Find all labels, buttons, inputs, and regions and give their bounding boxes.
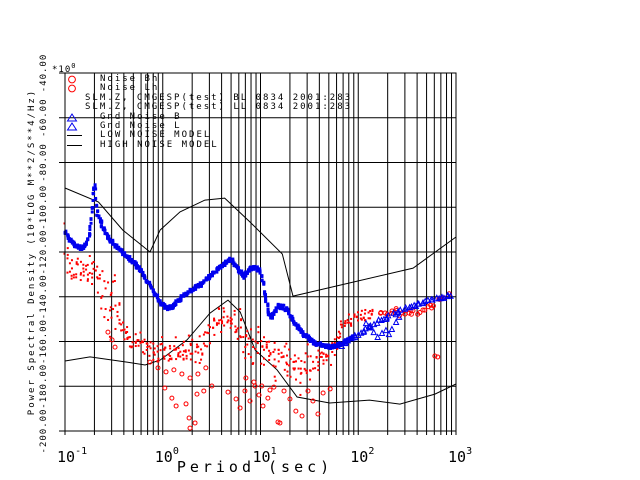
legend-label: LOW NOISE MODEL: [100, 130, 212, 141]
svg-text:-40.00: -40.00: [39, 54, 49, 93]
x-axis-title: Period (sec): [177, 458, 333, 476]
blue-triangle-marker-icon: [66, 122, 82, 131]
legend-label: SLM.Z, CMGESP(test) LL 0834 2001:283: [85, 102, 353, 113]
axis-ticks: [59, 72, 65, 432]
legend-label: SLM.Z, CMGESP(test) BL 0834 2001:283: [85, 92, 353, 103]
blue-triangle-marker-icon: [66, 112, 82, 122]
series-gnd-noise-l: [338, 291, 454, 350]
legend-label: Gnd Noise L: [100, 120, 182, 131]
legend-label: Noise Bh: [100, 74, 160, 84]
red-circle-marker-icon: [66, 75, 82, 84]
svg-text:100: 100: [155, 446, 179, 466]
svg-text:101: 101: [253, 446, 277, 466]
grid-lines: [64, 73, 457, 435]
x-tick-labels: 10-1 100 101 102 103: [57, 446, 472, 466]
svg-text:-140.00: -140.00: [39, 274, 49, 319]
svg-text:-160.00: -160.00: [39, 319, 49, 364]
legend-label: Noise Lh: [100, 83, 160, 94]
svg-text:-120.00: -120.00: [39, 230, 49, 275]
y-tick-labels: -40.00-60.00-80.00-100.00-120.00-140.00-…: [39, 54, 49, 454]
svg-text:-80.00: -80.00: [39, 143, 49, 182]
scatter-series: [63, 183, 454, 431]
svg-text:-200.00: -200.00: [39, 409, 49, 454]
black-line-marker-icon: [66, 141, 82, 150]
legend-label: Gnd Noise B: [100, 111, 182, 122]
svg-text:-100.00: -100.00: [39, 185, 49, 230]
svg-text:-60.00: -60.00: [39, 98, 49, 137]
y-axis-title: Power Spectral Density (10*LOG M**2/S**4…: [27, 89, 37, 415]
legend-label: HIGH NOISE MODEL: [100, 139, 219, 150]
black-line-marker-icon: [66, 131, 82, 140]
svg-text:10-1: 10-1: [57, 446, 87, 466]
svg-text:-180.00: -180.00: [39, 364, 49, 409]
svg-text:102: 102: [350, 446, 374, 466]
y-scale-note: *100: [52, 62, 76, 75]
model-curve: [64, 299, 457, 405]
svg-text:103: 103: [448, 446, 472, 466]
noise-model-curves: [64, 187, 457, 405]
series-gnd-noise-b: [63, 183, 355, 350]
red-circle-marker-icon: [66, 84, 82, 93]
model-curve: [64, 187, 457, 297]
series-noise-bh: [63, 222, 374, 396]
